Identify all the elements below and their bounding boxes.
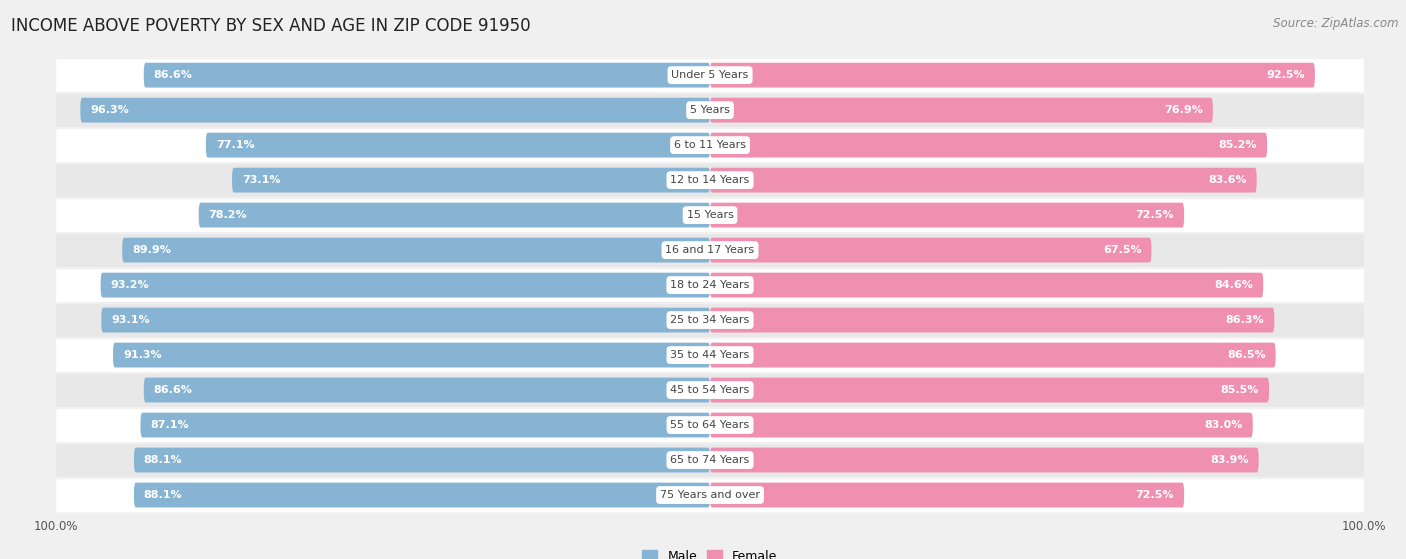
Text: 84.6%: 84.6% <box>1215 280 1253 290</box>
Text: 6 to 11 Years: 6 to 11 Years <box>673 140 747 150</box>
Text: Source: ZipAtlas.com: Source: ZipAtlas.com <box>1274 17 1399 30</box>
FancyBboxPatch shape <box>56 302 1364 338</box>
Text: 55 to 64 Years: 55 to 64 Years <box>671 420 749 430</box>
FancyBboxPatch shape <box>80 98 710 122</box>
Text: 25 to 34 Years: 25 to 34 Years <box>671 315 749 325</box>
Text: 92.5%: 92.5% <box>1267 70 1305 80</box>
FancyBboxPatch shape <box>56 408 1364 443</box>
Text: 86.6%: 86.6% <box>153 385 193 395</box>
FancyBboxPatch shape <box>710 203 1184 228</box>
FancyBboxPatch shape <box>101 273 710 297</box>
FancyBboxPatch shape <box>56 58 1364 93</box>
Text: 88.1%: 88.1% <box>143 490 183 500</box>
Text: 85.2%: 85.2% <box>1219 140 1257 150</box>
Text: 75 Years and over: 75 Years and over <box>659 490 761 500</box>
Text: INCOME ABOVE POVERTY BY SEX AND AGE IN ZIP CODE 91950: INCOME ABOVE POVERTY BY SEX AND AGE IN Z… <box>11 17 531 35</box>
Text: 72.5%: 72.5% <box>1136 490 1174 500</box>
Text: 65 to 74 Years: 65 to 74 Years <box>671 455 749 465</box>
Text: 18 to 24 Years: 18 to 24 Years <box>671 280 749 290</box>
Text: 77.1%: 77.1% <box>215 140 254 150</box>
Text: 83.6%: 83.6% <box>1208 175 1247 185</box>
Text: 86.6%: 86.6% <box>153 70 193 80</box>
Text: 73.1%: 73.1% <box>242 175 280 185</box>
Text: 12 to 14 Years: 12 to 14 Years <box>671 175 749 185</box>
Legend: Male, Female: Male, Female <box>637 544 783 559</box>
FancyBboxPatch shape <box>141 413 710 438</box>
FancyBboxPatch shape <box>112 343 710 367</box>
FancyBboxPatch shape <box>56 372 1364 408</box>
Text: 76.9%: 76.9% <box>1164 105 1204 115</box>
FancyBboxPatch shape <box>710 63 1315 88</box>
Text: 93.2%: 93.2% <box>111 280 149 290</box>
Text: 86.5%: 86.5% <box>1227 350 1265 360</box>
FancyBboxPatch shape <box>101 307 710 333</box>
FancyBboxPatch shape <box>710 273 1263 297</box>
FancyBboxPatch shape <box>56 477 1364 513</box>
Text: 67.5%: 67.5% <box>1102 245 1142 255</box>
FancyBboxPatch shape <box>710 307 1274 333</box>
FancyBboxPatch shape <box>56 163 1364 198</box>
Text: 83.9%: 83.9% <box>1211 455 1249 465</box>
Text: 87.1%: 87.1% <box>150 420 188 430</box>
FancyBboxPatch shape <box>205 132 710 158</box>
Text: Under 5 Years: Under 5 Years <box>672 70 748 80</box>
FancyBboxPatch shape <box>56 127 1364 163</box>
FancyBboxPatch shape <box>710 413 1253 438</box>
FancyBboxPatch shape <box>710 343 1275 367</box>
Text: 93.1%: 93.1% <box>111 315 150 325</box>
FancyBboxPatch shape <box>710 482 1184 508</box>
FancyBboxPatch shape <box>710 448 1258 472</box>
Text: 86.3%: 86.3% <box>1226 315 1264 325</box>
Text: 85.5%: 85.5% <box>1220 385 1260 395</box>
FancyBboxPatch shape <box>198 203 710 228</box>
FancyBboxPatch shape <box>710 238 1152 263</box>
FancyBboxPatch shape <box>232 168 710 192</box>
Text: 88.1%: 88.1% <box>143 455 183 465</box>
FancyBboxPatch shape <box>122 238 710 263</box>
Text: 78.2%: 78.2% <box>208 210 247 220</box>
FancyBboxPatch shape <box>134 448 710 472</box>
Text: 35 to 44 Years: 35 to 44 Years <box>671 350 749 360</box>
FancyBboxPatch shape <box>134 482 710 508</box>
FancyBboxPatch shape <box>56 233 1364 268</box>
Text: 91.3%: 91.3% <box>122 350 162 360</box>
FancyBboxPatch shape <box>710 132 1267 158</box>
Text: 72.5%: 72.5% <box>1136 210 1174 220</box>
FancyBboxPatch shape <box>56 268 1364 302</box>
Text: 15 Years: 15 Years <box>686 210 734 220</box>
Text: 83.0%: 83.0% <box>1205 420 1243 430</box>
FancyBboxPatch shape <box>56 443 1364 477</box>
Text: 45 to 54 Years: 45 to 54 Years <box>671 385 749 395</box>
Text: 89.9%: 89.9% <box>132 245 172 255</box>
Text: 16 and 17 Years: 16 and 17 Years <box>665 245 755 255</box>
FancyBboxPatch shape <box>56 338 1364 372</box>
Text: 5 Years: 5 Years <box>690 105 730 115</box>
FancyBboxPatch shape <box>710 98 1213 122</box>
FancyBboxPatch shape <box>56 93 1364 127</box>
FancyBboxPatch shape <box>143 63 710 88</box>
FancyBboxPatch shape <box>710 168 1257 192</box>
FancyBboxPatch shape <box>143 378 710 402</box>
FancyBboxPatch shape <box>710 378 1270 402</box>
FancyBboxPatch shape <box>56 198 1364 233</box>
Text: 96.3%: 96.3% <box>90 105 129 115</box>
